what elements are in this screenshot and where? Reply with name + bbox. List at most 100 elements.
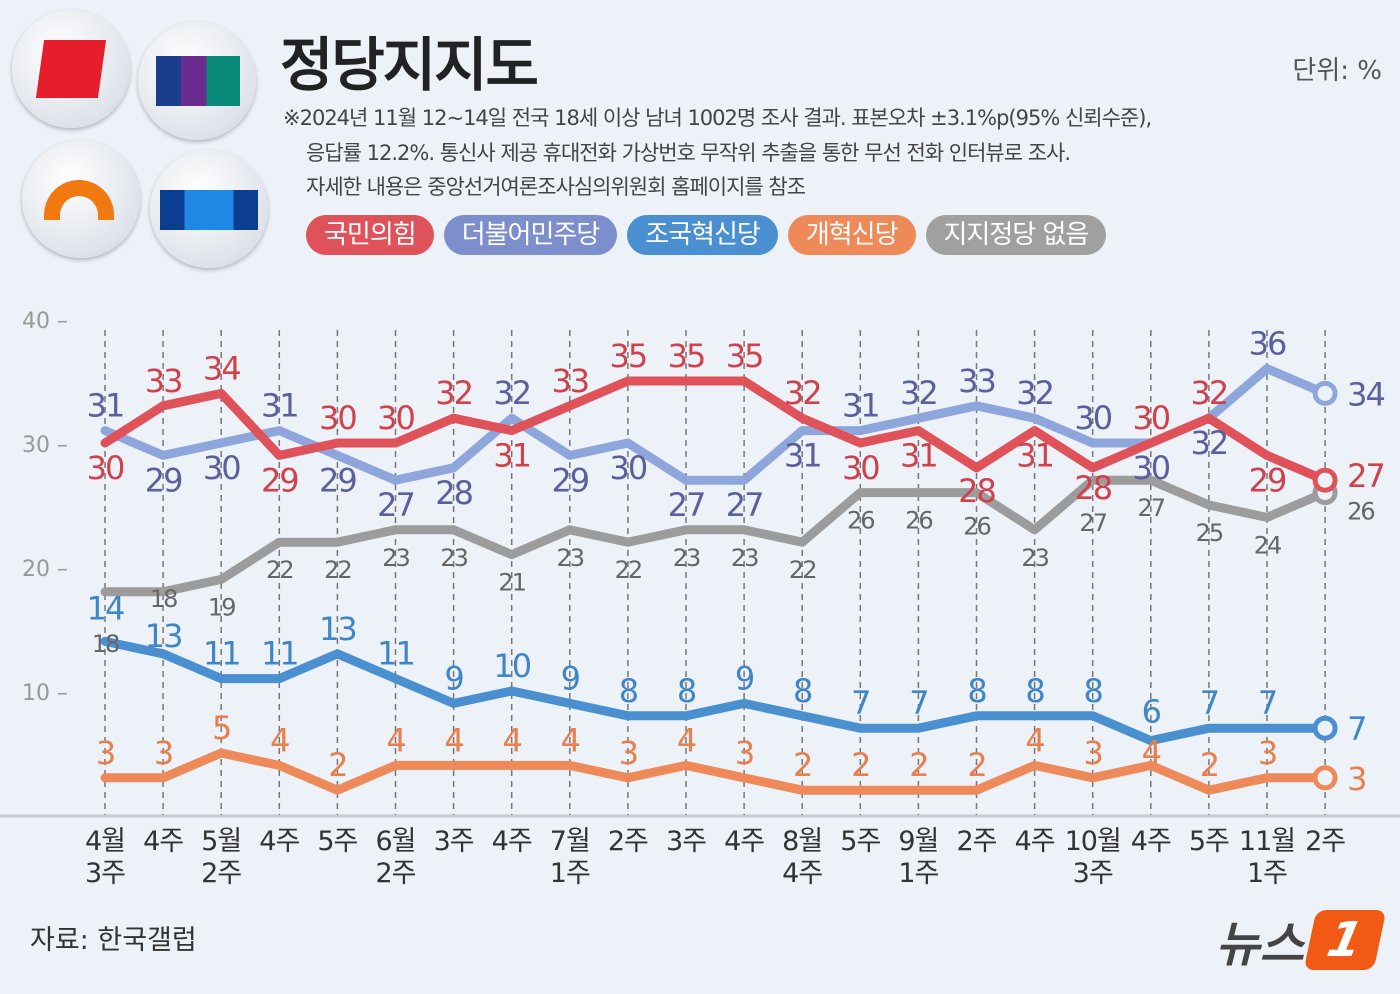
data-label: 32 (1016, 374, 1053, 412)
data-label: 30 (1132, 399, 1169, 437)
x-tick-label: 2주 (956, 826, 996, 857)
data-label: 30 (203, 449, 240, 487)
data-label: 29 (551, 461, 588, 499)
x-tick-label: 2주 (608, 826, 648, 857)
data-label: 2 (793, 746, 811, 784)
x-tick-label: 4주 (259, 826, 299, 857)
data-label: 30 (1132, 449, 1169, 487)
data-label: 7 (1347, 710, 1365, 748)
x-tick-label: 1주 (550, 858, 590, 889)
data-label: 8 (677, 672, 696, 710)
y-tick-label: 30 – (22, 433, 68, 458)
data-label: 30 (1074, 399, 1111, 437)
data-label: 2 (851, 746, 869, 784)
data-label: 31 (87, 387, 124, 425)
x-tick-label: 5주 (840, 826, 880, 857)
data-label: 11 (203, 635, 240, 673)
data-label: 30 (319, 399, 356, 437)
data-label: 23 (557, 544, 584, 572)
data-label: 4 (386, 721, 405, 759)
data-label: 23 (382, 544, 409, 572)
data-label: 27 (726, 486, 763, 524)
data-label: 26 (905, 507, 932, 535)
data-label: 34 (1347, 375, 1384, 413)
data-label: 22 (266, 556, 293, 584)
data-label: 4 (1142, 733, 1161, 771)
data-label: 2 (328, 746, 346, 784)
democratic-party-logo (138, 22, 256, 140)
x-tick-label: 3주 (85, 858, 125, 889)
x-tick-label: 5주 (1189, 826, 1229, 857)
x-tick-label: 9월 (898, 826, 938, 857)
series-end-marker (1312, 765, 1338, 791)
brand-mark: 1 (1303, 910, 1387, 970)
legend-ppp: 국민의힘 (306, 215, 434, 255)
data-label: 4 (270, 721, 289, 759)
data-label: 7 (1258, 684, 1276, 722)
series-line-2 (100, 636, 1330, 746)
data-label: 19 (208, 593, 235, 621)
data-label: 6 (1142, 693, 1161, 731)
data-label: 9 (735, 659, 754, 697)
x-tick-label: 4월 (85, 826, 125, 857)
brand-text: 뉴스 (1215, 917, 1304, 973)
data-label: 13 (319, 610, 356, 648)
data-label: 8 (793, 672, 812, 710)
x-tick-label: 8월 (782, 826, 822, 857)
page-title: 정당지지도 (280, 31, 539, 99)
data-label: 28 (958, 472, 995, 510)
data-label: 28 (435, 474, 472, 512)
data-label: 4 (503, 721, 522, 759)
x-tick-label: 4주 (1131, 826, 1171, 857)
data-label: 23 (731, 544, 758, 572)
data-label: 27 (1079, 509, 1106, 537)
data-label: 23 (1021, 544, 1048, 572)
data-label: 27 (668, 486, 705, 524)
data-label: 31 (842, 387, 879, 425)
data-label: 26 (847, 507, 874, 535)
data-label: 2 (909, 746, 927, 784)
data-label: 4 (444, 721, 463, 759)
data-label: 10 (493, 647, 530, 685)
data-label: 34 (203, 349, 240, 387)
data-label: 3 (619, 734, 637, 772)
data-label: 36 (1249, 325, 1286, 363)
legend-reform: 개혁신당 (787, 215, 916, 255)
data-label: 2 (1200, 746, 1218, 784)
data-label: 35 (726, 337, 763, 375)
data-label: 27 (1347, 457, 1384, 495)
data-label: 25 (1196, 519, 1223, 547)
series-line-0 (100, 376, 1330, 485)
x-tick-label: 10월 (1065, 826, 1121, 857)
x-tick-label: 7월 (550, 826, 590, 857)
data-label: 11 (377, 635, 414, 673)
data-label: 33 (145, 362, 182, 400)
data-label: 28 (1074, 469, 1111, 507)
data-label: 31 (493, 437, 530, 475)
data-label: 7 (909, 684, 927, 722)
data-label: 8 (967, 672, 986, 710)
legend-democratic: 더불어민주당 (443, 215, 618, 255)
rebuilding-korea-party-logo (150, 150, 268, 268)
x-tick-label: 11월 (1239, 826, 1295, 857)
survey-note: ※2024년 11월 12~14일 전국 18세 이상 남녀 1002명 조사 … (283, 106, 1152, 130)
data-label: 32 (1191, 424, 1228, 462)
data-label: 30 (610, 449, 647, 487)
data-label: 22 (615, 556, 642, 584)
data-label: 8 (619, 672, 638, 710)
series-end-marker (1312, 380, 1338, 406)
x-tick-label: 3주 (434, 826, 474, 857)
reform-party-logo (22, 140, 140, 258)
x-tick-label: 4주 (1015, 826, 1055, 857)
data-label: 21 (498, 569, 525, 597)
data-label: 33 (958, 362, 995, 400)
unit-label: 단위: % (1292, 56, 1382, 86)
data-label: 4 (677, 721, 696, 759)
data-label: 3 (1084, 734, 1102, 772)
series-line-1 (100, 364, 1330, 485)
x-tick-label: 4주 (782, 858, 822, 889)
data-label: 29 (1249, 461, 1286, 499)
data-label: 13 (145, 617, 182, 655)
x-tick-label: 6월 (375, 826, 415, 857)
